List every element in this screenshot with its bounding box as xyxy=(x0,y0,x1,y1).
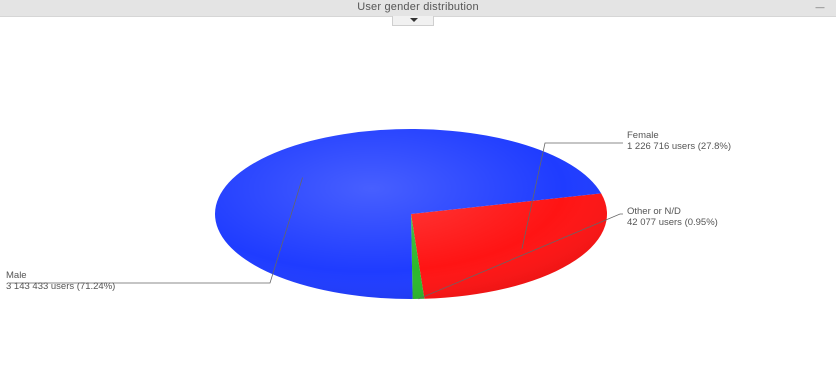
leader-lines xyxy=(10,142,623,300)
options-dropdown-button[interactable] xyxy=(392,16,434,26)
minus-icon[interactable]: — xyxy=(815,2,825,12)
slice-label-name: Male xyxy=(6,270,27,281)
pie-slices xyxy=(214,128,608,299)
slice-label-value: 1 226 716 users (27.8%) xyxy=(627,141,731,152)
slice-label-name: Female xyxy=(627,130,659,141)
slice-label-value: 42 077 users (0.95%) xyxy=(627,217,718,228)
leader-line xyxy=(10,177,303,284)
chart-title: User gender distribution xyxy=(357,1,479,13)
caret-down-icon xyxy=(410,18,418,22)
slice-label-value: 3 143 433 users (71.24%) xyxy=(6,281,115,292)
leader-line xyxy=(521,142,623,250)
slice-label-name: Other or N/D xyxy=(627,206,681,217)
leader-line xyxy=(418,213,623,300)
